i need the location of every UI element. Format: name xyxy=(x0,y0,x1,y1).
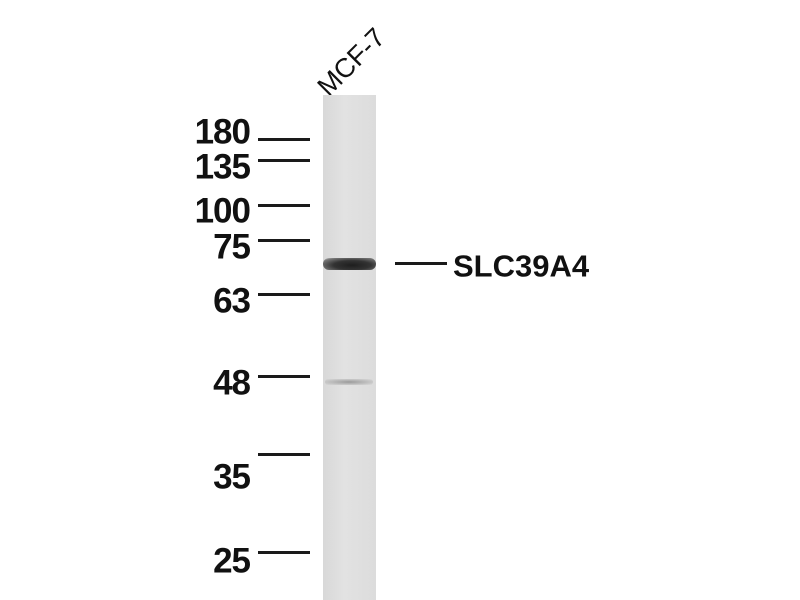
faint-band xyxy=(325,379,373,385)
marker-label-25: 25 xyxy=(213,541,251,581)
lane-label: MCF-7 xyxy=(311,22,392,102)
marker-tick xyxy=(258,138,310,141)
marker-tick xyxy=(258,239,310,242)
marker-tick xyxy=(258,293,310,296)
marker-label-35: 35 xyxy=(213,457,251,497)
blot-lane xyxy=(323,95,376,600)
marker-tick xyxy=(258,204,310,207)
marker-label-135: 135 xyxy=(194,147,251,187)
marker-label-48: 48 xyxy=(213,363,251,403)
marker-tick xyxy=(258,159,310,162)
marker-label-63: 63 xyxy=(213,281,251,321)
marker-tick xyxy=(258,453,310,456)
target-pointer-line xyxy=(395,262,447,265)
target-label: SLC39A4 xyxy=(453,248,590,284)
marker-label-180: 180 xyxy=(194,112,251,152)
marker-tick xyxy=(258,551,310,554)
target-band xyxy=(323,258,376,270)
marker-tick xyxy=(258,375,310,378)
marker-label-75: 75 xyxy=(213,227,251,267)
marker-label-100: 100 xyxy=(194,191,251,231)
